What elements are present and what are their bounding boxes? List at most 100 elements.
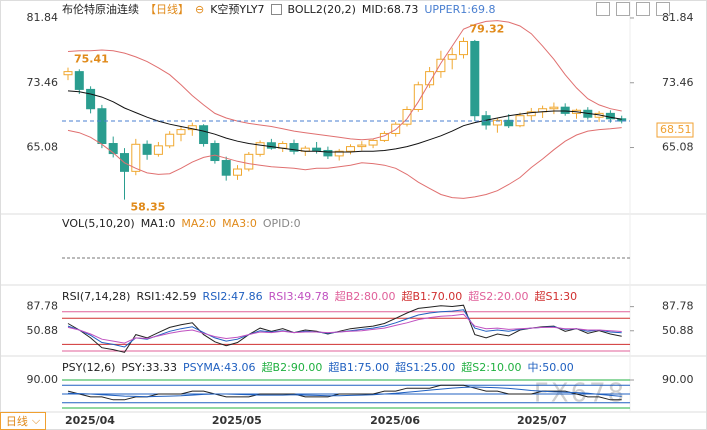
candle-body	[210, 143, 220, 162]
legend-name: OPID	[262, 217, 290, 230]
y-tick-label: 87.78	[27, 300, 59, 313]
candle-body	[289, 143, 299, 152]
legend: PSY(12,6) PSY:33.33 PSYMA:43.06 超B2:90.00 超B…	[62, 359, 574, 375]
button[interactable]	[656, 2, 670, 16]
legend-name: 超S1	[534, 290, 560, 303]
legend-item: MA3:0	[222, 217, 257, 230]
candle-body	[504, 119, 514, 127]
candle-body	[447, 54, 457, 60]
period-tab[interactable]: 日线 ⌵	[0, 412, 46, 430]
candle-body	[221, 160, 231, 176]
legend-name: RSI2	[202, 289, 228, 303]
legend-name: UPPER1	[424, 2, 468, 16]
x-tick-label: 2025/04	[65, 414, 115, 427]
legend-name: MA3	[222, 217, 247, 230]
legend-name: 超S1	[395, 361, 421, 374]
legend-item: 超S1:25.00	[395, 361, 456, 374]
candle-body	[233, 168, 242, 176]
boll-line	[67, 127, 622, 199]
legend-value: 0	[293, 217, 301, 230]
legend-item: MID:68.73	[361, 2, 419, 16]
y-tick-label: 73.46	[27, 76, 59, 89]
legend-name: 超S2	[468, 290, 494, 303]
y-tick-label: 81.84	[27, 11, 59, 24]
y-tick-label: 73.46	[662, 76, 694, 89]
extreme-label: 79.32	[470, 22, 505, 35]
extreme-label: 58.35	[131, 201, 166, 214]
header: 布伦特原油连续 【日线】 ⊖ K空预YLY7 BOLL2(20,2) MID:68…	[62, 1, 495, 17]
legend-value: 80.00	[364, 290, 396, 303]
legend-item: 中:50.00	[527, 361, 574, 374]
candle-body	[199, 125, 209, 145]
y-tick-label: 90.00	[27, 373, 59, 386]
candle-body	[436, 58, 446, 73]
legend-value: 49.78	[297, 289, 329, 303]
button[interactable]	[616, 2, 630, 16]
legend-value: 42.59	[165, 289, 197, 303]
checkbox[interactable]	[270, 3, 282, 15]
legend: RSI(7,14,28) RSI1:42.59 RSI2:47.86 RSI3:49.…	[62, 288, 577, 304]
indicator-line	[67, 384, 622, 401]
legend-item: 超S2:20.00	[468, 290, 529, 303]
legend-value: 47.86	[231, 289, 263, 303]
legend-value: 10.00	[490, 361, 522, 374]
legend-name: RSI3	[268, 289, 294, 303]
legend-item: PSY:33.33	[121, 360, 177, 374]
candle-body	[312, 147, 322, 151]
candle-body	[86, 88, 96, 110]
candle-body	[346, 146, 355, 152]
candle-body	[255, 142, 265, 155]
candle-body	[334, 150, 344, 157]
candle-body	[63, 71, 73, 76]
boll-line	[67, 90, 622, 153]
x-tick-label: 2025/05	[212, 414, 262, 427]
legend-item: RSI3:49.78	[268, 289, 329, 303]
legend-name: 超B2	[334, 290, 361, 303]
legend-value: 0	[249, 217, 257, 230]
candle-body	[266, 142, 276, 149]
candle-body	[74, 71, 84, 90]
legend-value: 25.00	[423, 361, 456, 374]
icon: ⌵	[31, 414, 41, 427]
period[interactable]: 【日线】	[145, 3, 189, 16]
candle-body	[165, 133, 175, 147]
panel-title: RSI(7,14,28)	[62, 289, 131, 303]
legend-name: MA2	[181, 217, 206, 230]
candle-body	[153, 145, 163, 155]
legend-value: 30	[563, 290, 578, 303]
legend-item: MA2:0	[181, 217, 217, 230]
candle-body	[425, 71, 435, 86]
last-price-box	[656, 122, 694, 138]
candle-body	[108, 143, 118, 155]
legend-item: RSI2:47.86	[202, 289, 263, 303]
panel-title: VOL(5,10,20)	[62, 217, 135, 230]
candle-body	[131, 143, 141, 172]
x-tick-label: 2025/07	[517, 414, 567, 427]
legend-value: 20.00	[496, 290, 529, 303]
candle-body	[470, 40, 480, 117]
candle-body	[368, 139, 378, 146]
instrument: 布伦特原油连续	[62, 3, 139, 16]
legend-name: 中	[527, 361, 539, 374]
candle-body	[492, 119, 502, 126]
extreme-label: 75.41	[74, 53, 109, 66]
button[interactable]	[636, 2, 650, 16]
x-tick-label: 2025/06	[370, 414, 420, 427]
legend-name: 超B1	[401, 290, 428, 303]
icon[interactable]: ⊖	[195, 2, 205, 16]
y-tick-label: 90.00	[662, 373, 694, 386]
legend-value: 69.8	[470, 2, 496, 16]
legend-item: 超S1:30	[534, 290, 578, 303]
legend-value: 50.00	[542, 361, 574, 374]
legend-name: 超S2	[461, 361, 487, 374]
legend-value: 43.06	[224, 360, 256, 374]
candle-body	[526, 111, 536, 117]
candle-body	[244, 153, 254, 170]
candle-body	[176, 129, 186, 135]
candle-body	[549, 106, 559, 110]
legend-value: 90.00	[290, 361, 323, 374]
button[interactable]	[596, 2, 610, 16]
legend: VOL(5,10,20) MA1:0 MA2:0 MA3:0 OPID:0	[62, 217, 301, 230]
